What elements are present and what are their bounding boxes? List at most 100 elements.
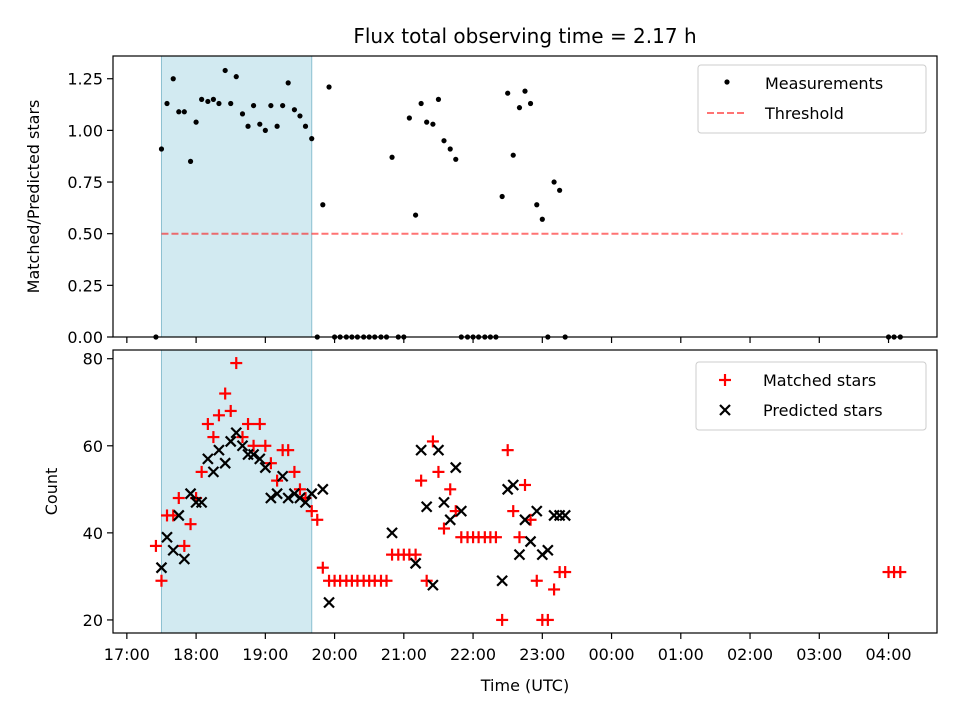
- top-y-axis-label: Matched/Predicted stars: [24, 100, 43, 294]
- predicted-star-mark-b: [224, 435, 237, 448]
- matched-star-point: [236, 431, 249, 444]
- predicted-star-mark-b: [317, 483, 329, 496]
- y-tick-label: 60: [83, 437, 103, 456]
- matched-star-point: [305, 505, 318, 518]
- legend-matched-marker: [719, 374, 731, 386]
- matched-star-point: [548, 583, 561, 596]
- measurement-point: [228, 100, 234, 107]
- predicted-star-point: [276, 470, 289, 483]
- measurement-point: [280, 102, 286, 109]
- matched-star-point: [212, 409, 225, 422]
- predicted-star-mark-b: [305, 487, 318, 500]
- measurement-point: [326, 84, 332, 90]
- predicted-star-mark-b: [207, 466, 220, 478]
- y-tick-label: 1.00: [67, 121, 103, 140]
- x-tick-label: 20:00: [312, 645, 358, 664]
- measurement-point: [181, 109, 187, 115]
- predicted-star-point: [317, 483, 329, 496]
- predicted-star-mark-b: [542, 544, 554, 557]
- measurement-point: [412, 212, 419, 218]
- predicted-star-point: [173, 509, 185, 522]
- matched-star-point: [415, 474, 428, 487]
- predicted-star-point: [195, 496, 208, 509]
- predicted-star-mark-b: [386, 527, 398, 539]
- matched-star-point: [242, 418, 255, 431]
- x-tick-label: 23:00: [519, 645, 565, 664]
- matched-star-point: [420, 574, 433, 587]
- star-count-panel: 20 40 60 80 17:00 18:00 19:00 20:00 21:00 22:00 2…: [42, 349, 938, 695]
- top-axes-frame: [112, 55, 938, 338]
- predicted-star-point: [415, 444, 427, 456]
- x-tick-label: 02:00: [727, 645, 773, 664]
- predicted-star-point: [178, 553, 191, 565]
- legend-predicted-label: Predicted stars: [763, 401, 883, 420]
- matched-star-point: [259, 439, 272, 452]
- legend-predicted-marker: [719, 404, 731, 416]
- y-tick-label: 0.50: [67, 225, 103, 244]
- predicted-star-mark-b: [213, 444, 225, 456]
- predicted-star-point: [259, 461, 272, 474]
- predicted-star-point: [449, 461, 462, 474]
- matched-star-point: [224, 404, 237, 417]
- predicted-star-point: [155, 561, 168, 574]
- x-tick-label: 04:00: [865, 645, 911, 664]
- y-tick-label: 80: [83, 350, 103, 369]
- predicted-star-point: [444, 514, 456, 526]
- predicted-star-mark-b: [519, 514, 531, 526]
- predicted-star-point: [299, 496, 312, 509]
- x-tick-label: 00:00: [588, 645, 634, 664]
- predicted-star-mark-b: [530, 505, 543, 517]
- predicted-star-points: [155, 426, 571, 609]
- measurement-point: [285, 80, 291, 86]
- measurement-point: [551, 179, 557, 185]
- measurement-point: [257, 121, 263, 127]
- predicted-star-mark-b: [161, 531, 173, 543]
- measurement-point: [435, 96, 442, 102]
- matched-star-point: [316, 561, 329, 574]
- legend-matched-label: Matched stars: [763, 371, 876, 390]
- measurement-point: [424, 119, 430, 125]
- measurement-point: [210, 96, 217, 102]
- measurement-point: [187, 158, 194, 164]
- predicted-star-mark-b: [167, 544, 180, 557]
- matched-star-point: [207, 431, 220, 444]
- measurement-point: [205, 98, 211, 105]
- matched-star-point: [530, 574, 543, 587]
- bottom-x-ticks: 17:00 18:00 19:00 20:00 21:00 22:00 23:00 00:00…: [104, 633, 912, 664]
- predicted-star-mark-b: [265, 492, 277, 504]
- top-legend-box: [697, 64, 927, 134]
- measurement-point: [239, 111, 246, 117]
- y-tick-label: 20: [83, 611, 103, 630]
- matched-star-point: [559, 566, 572, 579]
- predicted-star-point: [161, 531, 173, 543]
- predicted-star-mark-b: [496, 574, 508, 587]
- matched-star-point: [201, 418, 214, 431]
- predicted-star-mark-b: [195, 496, 208, 509]
- predicted-star-mark-b: [202, 453, 214, 465]
- y-tick-label: 1.25: [67, 70, 103, 89]
- matched-star-point: [288, 465, 301, 478]
- predicted-star-mark-b: [276, 470, 289, 483]
- observing-window-shade: [160, 349, 313, 634]
- predicted-star-mark-b: [455, 505, 468, 517]
- predicted-star-mark-b: [438, 496, 450, 509]
- flux-ratio-panel: 0.00 0.25 0.50 0.75 1.00 1.25 Matched/Predict…: [24, 55, 938, 347]
- predicted-star-point: [282, 492, 294, 504]
- predicted-star-mark-b: [444, 514, 456, 526]
- measurement-point: [309, 136, 315, 142]
- bottom-legend: Matched stars Predicted stars: [695, 361, 927, 431]
- matched-star-point: [409, 548, 422, 561]
- measurement-point: [222, 67, 228, 74]
- measurement-point: [499, 193, 505, 200]
- y-tick-label: 0.75: [67, 173, 103, 192]
- predicted-star-point: [542, 544, 554, 557]
- predicted-star-point: [167, 544, 180, 557]
- predicted-star-point: [507, 479, 520, 491]
- matched-star-point: [437, 522, 450, 535]
- predicted-star-point: [202, 453, 214, 465]
- matched-star-points: [149, 357, 907, 626]
- measurement-point: [406, 115, 412, 121]
- x-axis-label: Time (UTC): [480, 676, 569, 695]
- top-y-ticks: 0.00 0.25 0.50 0.75 1.00 1.25: [67, 70, 113, 347]
- matched-star-point: [155, 574, 168, 587]
